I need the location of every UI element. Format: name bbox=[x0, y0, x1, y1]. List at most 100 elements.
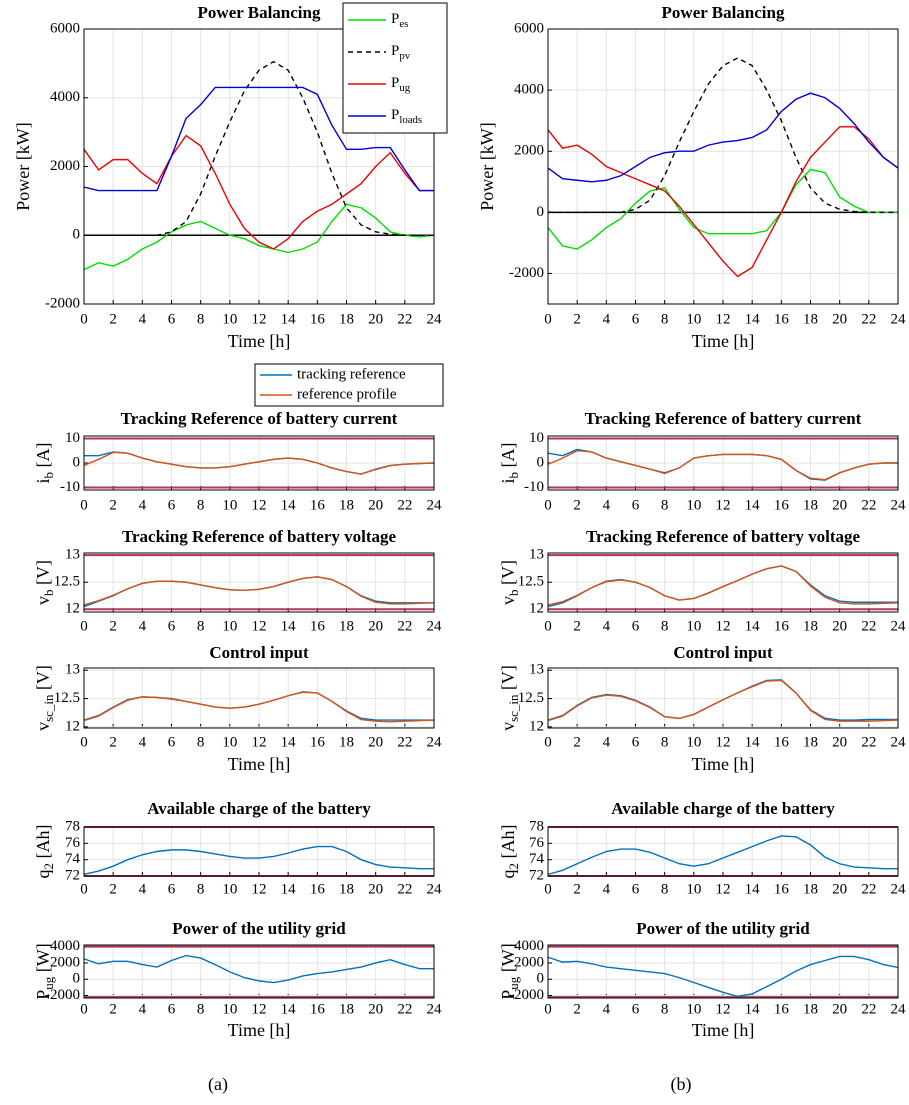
x-tick-label: 4 bbox=[603, 734, 611, 750]
x-tick-label: 20 bbox=[832, 311, 847, 327]
y-axis-label: Pug [W] bbox=[498, 943, 521, 999]
series-line bbox=[547, 955, 899, 998]
x-tick-label: 2 bbox=[109, 1001, 117, 1017]
plot: 0 2 4 6 8 10 12 14 16 18 20 22 24-2000020004000Power… bbox=[498, 919, 906, 1040]
y-tick-label: 0 bbox=[537, 454, 545, 470]
y-tick-label: 13 bbox=[529, 547, 544, 563]
x-tick-label: 12 bbox=[716, 734, 731, 750]
series-line bbox=[548, 57, 898, 214]
chart-title: Available charge of the battery bbox=[147, 799, 371, 818]
x-tick-label: 14 bbox=[281, 1001, 297, 1017]
series-line bbox=[83, 134, 434, 250]
x-tick-label: 22 bbox=[397, 497, 412, 513]
y-tick-label: 74 bbox=[65, 851, 81, 867]
series-line bbox=[547, 450, 898, 481]
chart-title: Control input bbox=[673, 643, 773, 662]
x-tick-label: 8 bbox=[661, 1001, 669, 1017]
x-tick-label: 6 bbox=[168, 734, 176, 750]
x-tick-label: 6 bbox=[632, 311, 640, 327]
y-tick-label: 0 bbox=[73, 454, 81, 470]
plot-frame bbox=[83, 944, 435, 999]
y-tick-label: 0 bbox=[73, 227, 81, 243]
x-tick-label: 4 bbox=[603, 497, 611, 513]
y-tick-label: 74 bbox=[529, 851, 545, 867]
y-tick-label: -2000 bbox=[509, 987, 544, 1003]
x-tick-label: 24 bbox=[427, 734, 443, 750]
x-tick-label: 16 bbox=[310, 618, 326, 634]
x-tick-label: 8 bbox=[197, 734, 205, 750]
x-tick-label: 12 bbox=[716, 881, 731, 897]
y-tick-label: -10 bbox=[524, 479, 544, 495]
x-tick-label: 16 bbox=[310, 311, 326, 327]
chart-title: Power of the utility grid bbox=[172, 919, 346, 938]
chart-title: Tracking Reference of battery voltage bbox=[122, 527, 397, 546]
x-tick-label: 22 bbox=[861, 311, 876, 327]
series-line bbox=[547, 92, 899, 183]
x-tick-label: 20 bbox=[368, 881, 383, 897]
x-tick-label: 12 bbox=[252, 881, 267, 897]
series-line bbox=[547, 168, 898, 250]
x-tick-label: 12 bbox=[252, 618, 267, 634]
x-tick-label: 16 bbox=[310, 1001, 326, 1017]
x-tick-label: 20 bbox=[368, 618, 383, 634]
x-tick-label: 6 bbox=[632, 734, 640, 750]
x-tick-label: 14 bbox=[281, 311, 297, 327]
x-tick-label: 24 bbox=[427, 881, 443, 897]
x-tick-label: 24 bbox=[891, 1001, 907, 1017]
x-tick-label: 20 bbox=[832, 881, 847, 897]
x-tick-label: 8 bbox=[661, 311, 669, 327]
series-line bbox=[83, 203, 435, 271]
y-tick-label: 12 bbox=[529, 601, 544, 617]
x-tick-label: 20 bbox=[832, 618, 847, 634]
x-tick-label: 24 bbox=[427, 311, 443, 327]
x-tick-label: 16 bbox=[310, 734, 326, 750]
y-axis-label: vsc_in [V] bbox=[498, 665, 521, 731]
chart-title: Tracking Reference of battery current bbox=[121, 409, 398, 428]
x-tick-label: 4 bbox=[603, 1001, 611, 1017]
legend-label: Ppv bbox=[391, 43, 411, 62]
x-tick-label: 10 bbox=[686, 497, 701, 513]
y-tick-label: 12 bbox=[65, 718, 80, 734]
x-tick-label: 10 bbox=[222, 734, 237, 750]
x-tick-label: 4 bbox=[139, 618, 147, 634]
caption: (b) bbox=[671, 1074, 692, 1095]
x-tick-label: 2 bbox=[573, 311, 581, 327]
x-tick-label: 8 bbox=[197, 1001, 205, 1017]
x-tick-label: 16 bbox=[774, 734, 790, 750]
x-tick-label: 4 bbox=[139, 734, 147, 750]
y-axis-label: vb [V] bbox=[498, 560, 521, 605]
legend: Pes Ppv Pug Ploads bbox=[342, 2, 448, 134]
y-axis-label: ib [A] bbox=[498, 443, 521, 484]
x-tick-label: 2 bbox=[573, 497, 581, 513]
x-axis-label: Time [h] bbox=[692, 754, 755, 774]
chart-title: Power Balancing bbox=[662, 3, 785, 22]
x-tick-label: 10 bbox=[222, 618, 237, 634]
y-tick-label: 72 bbox=[65, 867, 80, 883]
series-line bbox=[83, 86, 434, 192]
x-tick-label: 0 bbox=[544, 881, 552, 897]
x-tick-label: 24 bbox=[891, 618, 907, 634]
x-tick-label: 20 bbox=[832, 1001, 847, 1017]
x-axis-label: Time [h] bbox=[228, 754, 291, 774]
legend-label: reference profile bbox=[297, 386, 397, 402]
x-axis-label: Time [h] bbox=[228, 1020, 291, 1040]
y-tick-label: 13 bbox=[529, 662, 544, 678]
chart-title: Available charge of the battery bbox=[611, 799, 835, 818]
x-tick-label: 24 bbox=[891, 497, 907, 513]
x-tick-label: 14 bbox=[745, 618, 761, 634]
x-tick-label: 0 bbox=[80, 734, 88, 750]
x-tick-label: 16 bbox=[774, 1001, 790, 1017]
x-tick-label: 18 bbox=[803, 734, 818, 750]
y-axis-label: Pug [W] bbox=[33, 943, 56, 999]
caption: (a) bbox=[208, 1074, 228, 1095]
x-tick-label: 0 bbox=[80, 1001, 88, 1017]
x-tick-label: 12 bbox=[252, 497, 267, 513]
plot-frame bbox=[547, 28, 899, 305]
x-tick-label: 22 bbox=[397, 1001, 412, 1017]
x-tick-label: 24 bbox=[891, 881, 907, 897]
